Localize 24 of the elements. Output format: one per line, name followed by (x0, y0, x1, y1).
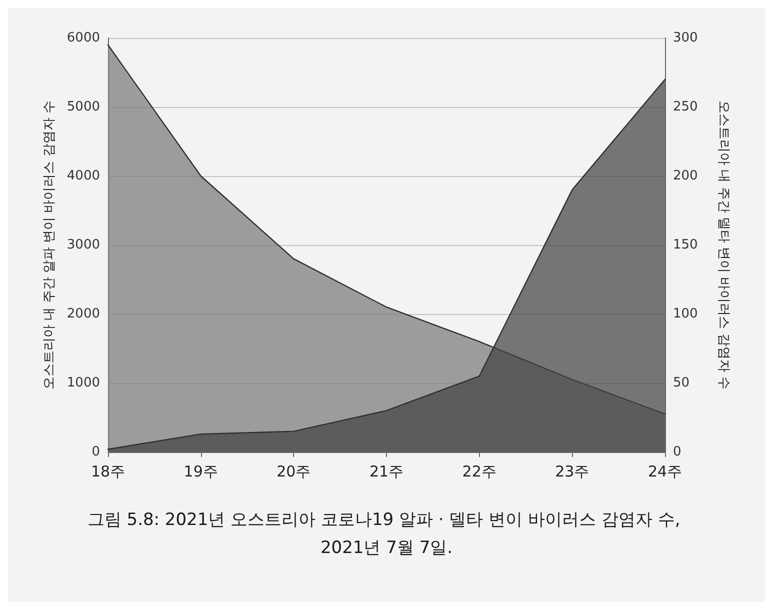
x-tick-label: 20주 (276, 462, 311, 480)
x-tick-label: 23주 (555, 462, 590, 480)
y2-tick-label: 100 (673, 306, 698, 322)
x-tick-label: 22주 (462, 462, 496, 480)
y-tick-label: 1000 (66, 376, 100, 390)
y2-tick-label: 300 (673, 30, 698, 46)
y2-tick-label: 200 (673, 168, 698, 184)
x-tick-label: 19주 (184, 462, 218, 480)
x-tick-label: 24주 (648, 462, 682, 480)
x-tick-label: 21주 (369, 462, 404, 480)
y-axis-title: 오스트리아 내 주간 알파 변이 바이러스 감염자 수 (42, 100, 57, 390)
y2-tick-label: 0 (673, 444, 682, 460)
y-tick-label: 3000 (66, 238, 100, 252)
y-tick-label: 2000 (66, 306, 100, 322)
y-tick-label: 4000 (66, 168, 100, 184)
y2-tick-label: 50 (673, 376, 690, 390)
y-tick-label: 5000 (66, 100, 100, 114)
caption: 그림 5.8: 2021년 오스트리아 코로나19 알파 · 델타 변이 바이러스 감염자 수, 2021년 7월 7일. (87, 510, 686, 558)
y-tick-label: 0 (92, 444, 100, 460)
y2-axis-title: 오스트리아 내 주간 델타 변이 바이러스 감염자 수 (716, 100, 731, 390)
x-tick-label: 18주 (90, 462, 126, 480)
y2-tick-label: 250 (673, 100, 698, 114)
y-tick-label: 6000 (66, 30, 100, 46)
y2-tick-label: 150 (673, 238, 698, 252)
